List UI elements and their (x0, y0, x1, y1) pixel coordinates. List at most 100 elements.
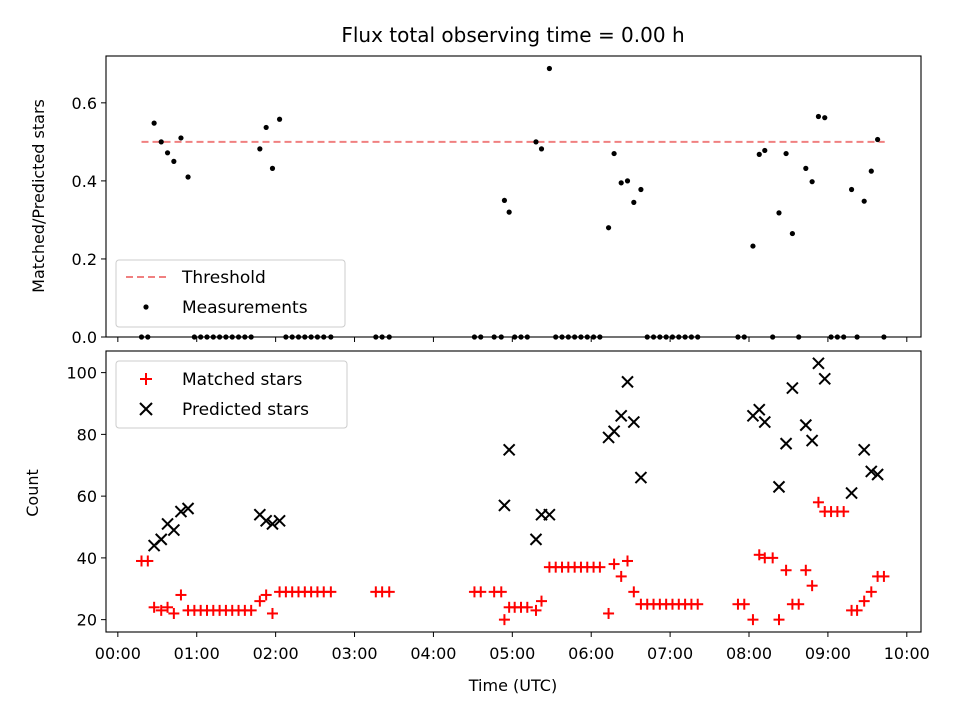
predicted-star-point (871, 468, 884, 481)
matched-star-point (521, 601, 533, 613)
matched-star-point (536, 595, 548, 607)
count-y-axis-label: Count (23, 469, 42, 517)
predicted-star-point (786, 381, 799, 395)
predicted-star-point (174, 505, 188, 518)
predicted-star-point (812, 357, 825, 370)
matched-star-point (475, 586, 487, 598)
matched-star-point (838, 506, 850, 518)
measurement-point (263, 124, 269, 131)
matched-star-point (495, 586, 507, 598)
count-plot-frame (105, 350, 922, 633)
ratio-y-ticks: 0.0 0.2 0.4 0.6 (72, 94, 106, 347)
count-x-ticks: 00:00 01:00 02:00 03:00 04:00 05:00 06:00 07:00… (95, 632, 930, 663)
matched-star-point (383, 586, 395, 598)
measurement-point (611, 150, 617, 157)
count-panel: 00:00 01:00 02:00 03:00 04:00 05:00 06:00 07:00… (23, 350, 930, 695)
predicted-star-point (865, 465, 878, 478)
matched-star-point (162, 601, 174, 613)
ratio-chart-title: Flux total observing time = 0.00 h (341, 23, 684, 47)
measurements-legend-marker (143, 304, 149, 310)
matched-star-point (260, 589, 272, 601)
matched-star-point (325, 586, 337, 598)
measurement-point (164, 150, 171, 156)
measurement-point (756, 151, 762, 157)
count-x-tick-label: 08:00 (726, 644, 772, 663)
matched-star-point (530, 604, 542, 616)
predicted-legend-label: Predicted stars (182, 400, 309, 420)
matched-star-point (773, 614, 785, 626)
measurement-point (848, 186, 855, 193)
measurement-point (815, 113, 822, 120)
predicted-star-point (627, 415, 641, 429)
matched-star-point (175, 589, 187, 601)
count-legend-box (115, 360, 348, 429)
count-x-tick-label: 07:00 (647, 644, 693, 663)
predicted-star-point (155, 533, 168, 546)
matched-star-point (878, 570, 890, 582)
matched-star-point (628, 586, 640, 598)
ratio-x-ticks (117, 337, 908, 342)
matched-star-point (155, 604, 167, 616)
matched-star-point (851, 604, 863, 616)
count-x-tick-label: 10:00 (884, 644, 930, 663)
predicted-star-point (259, 514, 273, 528)
ratio-y-tick-label: 0.2 (72, 250, 97, 269)
ratio-plot-frame (105, 55, 922, 338)
matched-star-point (608, 558, 620, 570)
predicted-star-point (621, 375, 634, 389)
predicted-star-point (772, 480, 786, 494)
matched-star-point (806, 580, 818, 592)
count-y-tick-label: 40 (77, 549, 97, 568)
ratio-y-tick-label: 0.0 (72, 328, 97, 347)
measurements-legend-label: Measurements (182, 298, 308, 318)
measurement-point (750, 243, 756, 249)
measurement-point (762, 147, 768, 154)
measurement-point (868, 168, 874, 174)
matched-star-point (800, 564, 812, 576)
predicted-star-point (614, 409, 628, 423)
measurement-point (624, 178, 631, 184)
count-x-tick-label: 09:00 (805, 644, 851, 663)
predicted-star-point (857, 443, 871, 457)
count-x-tick-label: 05:00 (489, 644, 535, 663)
ratio-y-tick-label: 0.6 (72, 94, 97, 113)
matched-star-point (168, 607, 180, 619)
measurement-point (638, 186, 644, 193)
ratio-legend: Threshold Measurements (115, 259, 346, 328)
predicted-star-point (805, 434, 819, 447)
matched-star-point (615, 570, 627, 582)
measurement-point (501, 197, 508, 204)
predicted-star-point (845, 486, 858, 500)
measurement-point (875, 136, 881, 143)
measurement-point (822, 115, 828, 121)
ratio-legend-box (115, 259, 346, 328)
measurement-point (151, 120, 157, 126)
measurement-point (618, 180, 624, 186)
count-y-ticks: 20 40 60 80 100 (66, 364, 106, 630)
count-legend: Matched stars Predicted stars (115, 360, 348, 429)
matched-star-point (254, 595, 266, 607)
matched-star-point (753, 549, 765, 561)
count-x-axis-label: Time (UTC) (468, 676, 557, 695)
predicted-star-point (167, 523, 181, 537)
measurement-point (546, 65, 552, 72)
measurement-point (809, 179, 815, 185)
measurement-point (789, 230, 795, 237)
predicted-legend-marker (139, 402, 153, 416)
matched-star-point (498, 614, 510, 626)
predicted-star-point (818, 372, 831, 385)
measurement-point (178, 135, 184, 141)
count-x-tick-label: 06:00 (568, 644, 614, 663)
measurement-point (605, 225, 612, 231)
count-x-tick-label: 03:00 (331, 644, 377, 663)
predicted-star-point (799, 418, 813, 432)
matched-legend-label: Matched stars (182, 370, 302, 390)
measurement-point (257, 146, 263, 152)
count-y-tick-label: 60 (77, 487, 97, 506)
measurement-point (861, 198, 867, 204)
predicted-star-point (498, 499, 511, 512)
predicted-star-point (273, 514, 286, 528)
matched-star-point (738, 598, 750, 610)
matched-legend-marker (140, 373, 152, 385)
measurement-point (783, 150, 789, 157)
